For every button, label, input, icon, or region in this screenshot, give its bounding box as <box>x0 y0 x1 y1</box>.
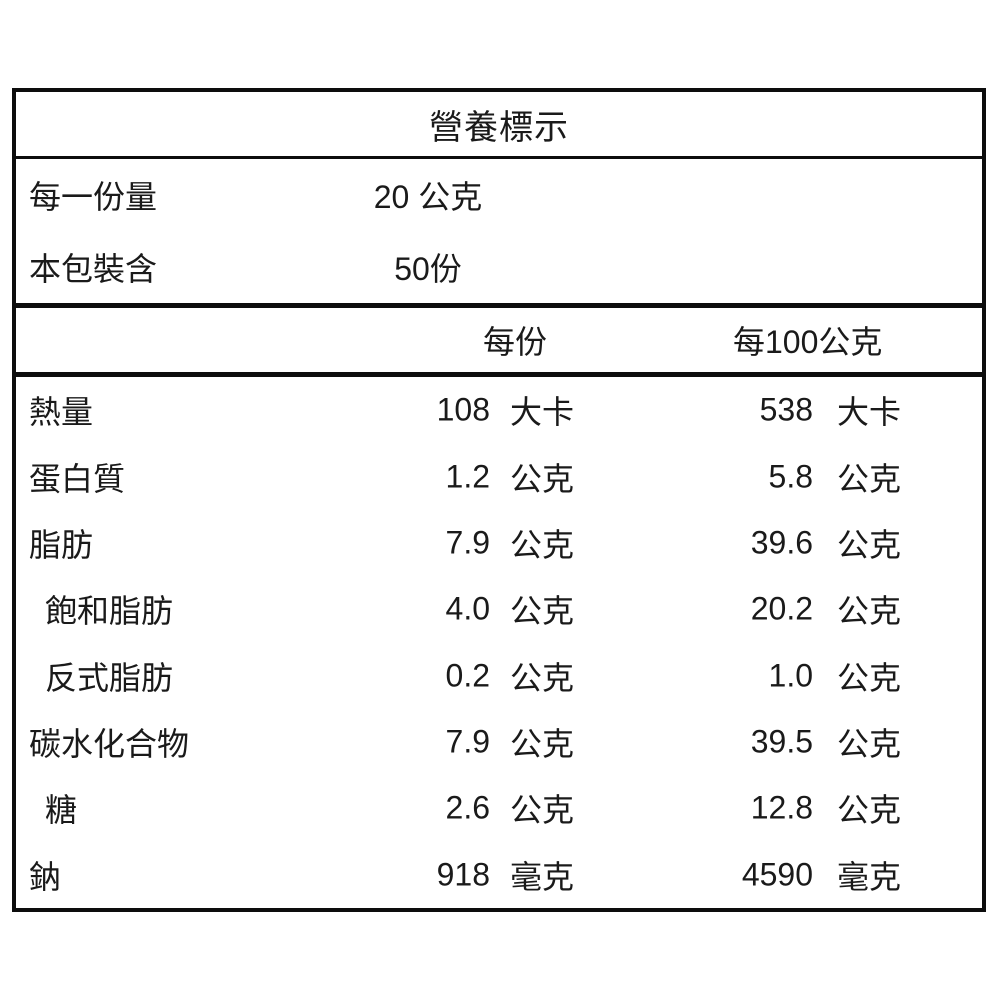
per-100g-unit: 公克 <box>837 726 902 763</box>
per-serving-value: 108 <box>436 391 490 428</box>
servings-per-package-value: 50份 <box>394 251 462 287</box>
per-100g-unit: 公克 <box>837 460 902 497</box>
per-serving-value: 2.6 <box>445 789 490 826</box>
table-title-row: 營養標示 <box>16 92 982 159</box>
per-100g-value: 20.2 <box>750 590 813 627</box>
nutrient-rows-section: 熱量 108 大卡 538 大卡 蛋白質 1.2 公克 5.8 公克 脂肪 7.… <box>16 377 982 908</box>
serving-size-value: 20 公克 <box>373 179 483 215</box>
per-serving-unit: 公克 <box>510 526 575 563</box>
per-100g-value: 4590 <box>741 856 813 893</box>
table-title: 營養標示 <box>429 108 569 147</box>
per-serving-unit: 公克 <box>510 792 575 829</box>
per-serving-unit: 公克 <box>510 659 575 696</box>
table-row-protein: 蛋白質 1.2 公克 5.8 公克 <box>16 443 982 509</box>
nutrient-label: 蛋白質 <box>29 460 126 497</box>
table-row-calories: 熱量 108 大卡 538 大卡 <box>16 377 982 443</box>
per-100g-unit: 毫克 <box>837 858 902 895</box>
nutrient-label: 脂肪 <box>29 526 94 563</box>
per-100g-value: 5.8 <box>768 458 813 495</box>
serving-size-row: 每一份量 20 公克 <box>16 159 982 231</box>
per-serving-unit: 毫克 <box>510 858 575 895</box>
per-100g-unit: 公克 <box>837 593 902 630</box>
table-row-sugar: 糖 2.6 公克 12.8 公克 <box>16 775 982 841</box>
per-serving-unit: 公克 <box>510 460 575 497</box>
per-100g-value: 12.8 <box>750 789 813 826</box>
serving-size-label: 每一份量 <box>29 179 158 215</box>
nutrition-table: 營養標示 每一份量 20 公克 本包裝含 50份 每份 每100公克 熱量 10… <box>12 88 986 912</box>
per-100g-value: 39.6 <box>750 524 813 561</box>
serving-info-section: 每一份量 20 公克 本包裝含 50份 <box>16 159 982 308</box>
nutrient-label: 飽和脂肪 <box>45 593 174 630</box>
table-row-sodium: 鈉 918 毫克 4590 毫克 <box>16 842 982 908</box>
nutrient-label: 熱量 <box>29 394 94 431</box>
per-100g-unit: 公克 <box>837 659 902 696</box>
per-serving-value: 0.2 <box>445 657 490 694</box>
per-serving-value: 7.9 <box>445 524 490 561</box>
table-row-trans-fat: 反式脂肪 0.2 公克 1.0 公克 <box>16 643 982 709</box>
per-serving-value: 1.2 <box>445 458 490 495</box>
column-header-row: 每份 每100公克 <box>16 308 982 377</box>
column-header-per-serving: 每份 <box>483 324 548 360</box>
column-header-per-100g: 每100公克 <box>733 324 883 360</box>
per-serving-value: 918 <box>436 856 490 893</box>
per-100g-value: 538 <box>759 391 813 428</box>
servings-per-package-label: 本包裝含 <box>29 251 158 287</box>
table-row-saturated-fat: 飽和脂肪 4.0 公克 20.2 公克 <box>16 576 982 642</box>
per-serving-value: 4.0 <box>445 590 490 627</box>
nutrient-label: 碳水化合物 <box>29 726 190 763</box>
per-100g-unit: 公克 <box>837 526 902 563</box>
table-row-fat: 脂肪 7.9 公克 39.6 公克 <box>16 510 982 576</box>
per-100g-unit: 公克 <box>837 792 902 829</box>
table-row-carbohydrate: 碳水化合物 7.9 公克 39.5 公克 <box>16 709 982 775</box>
per-serving-unit: 公克 <box>510 726 575 763</box>
per-serving-unit: 公克 <box>510 593 575 630</box>
nutrient-label: 糖 <box>45 792 78 829</box>
nutrient-label: 鈉 <box>29 858 62 895</box>
nutrient-label: 反式脂肪 <box>45 659 174 696</box>
per-100g-value: 39.5 <box>750 723 813 760</box>
per-100g-value: 1.0 <box>768 657 813 694</box>
per-100g-unit: 大卡 <box>837 394 902 431</box>
per-serving-unit: 大卡 <box>510 394 575 431</box>
servings-per-package-row: 本包裝含 50份 <box>16 231 982 303</box>
per-serving-value: 7.9 <box>445 723 490 760</box>
